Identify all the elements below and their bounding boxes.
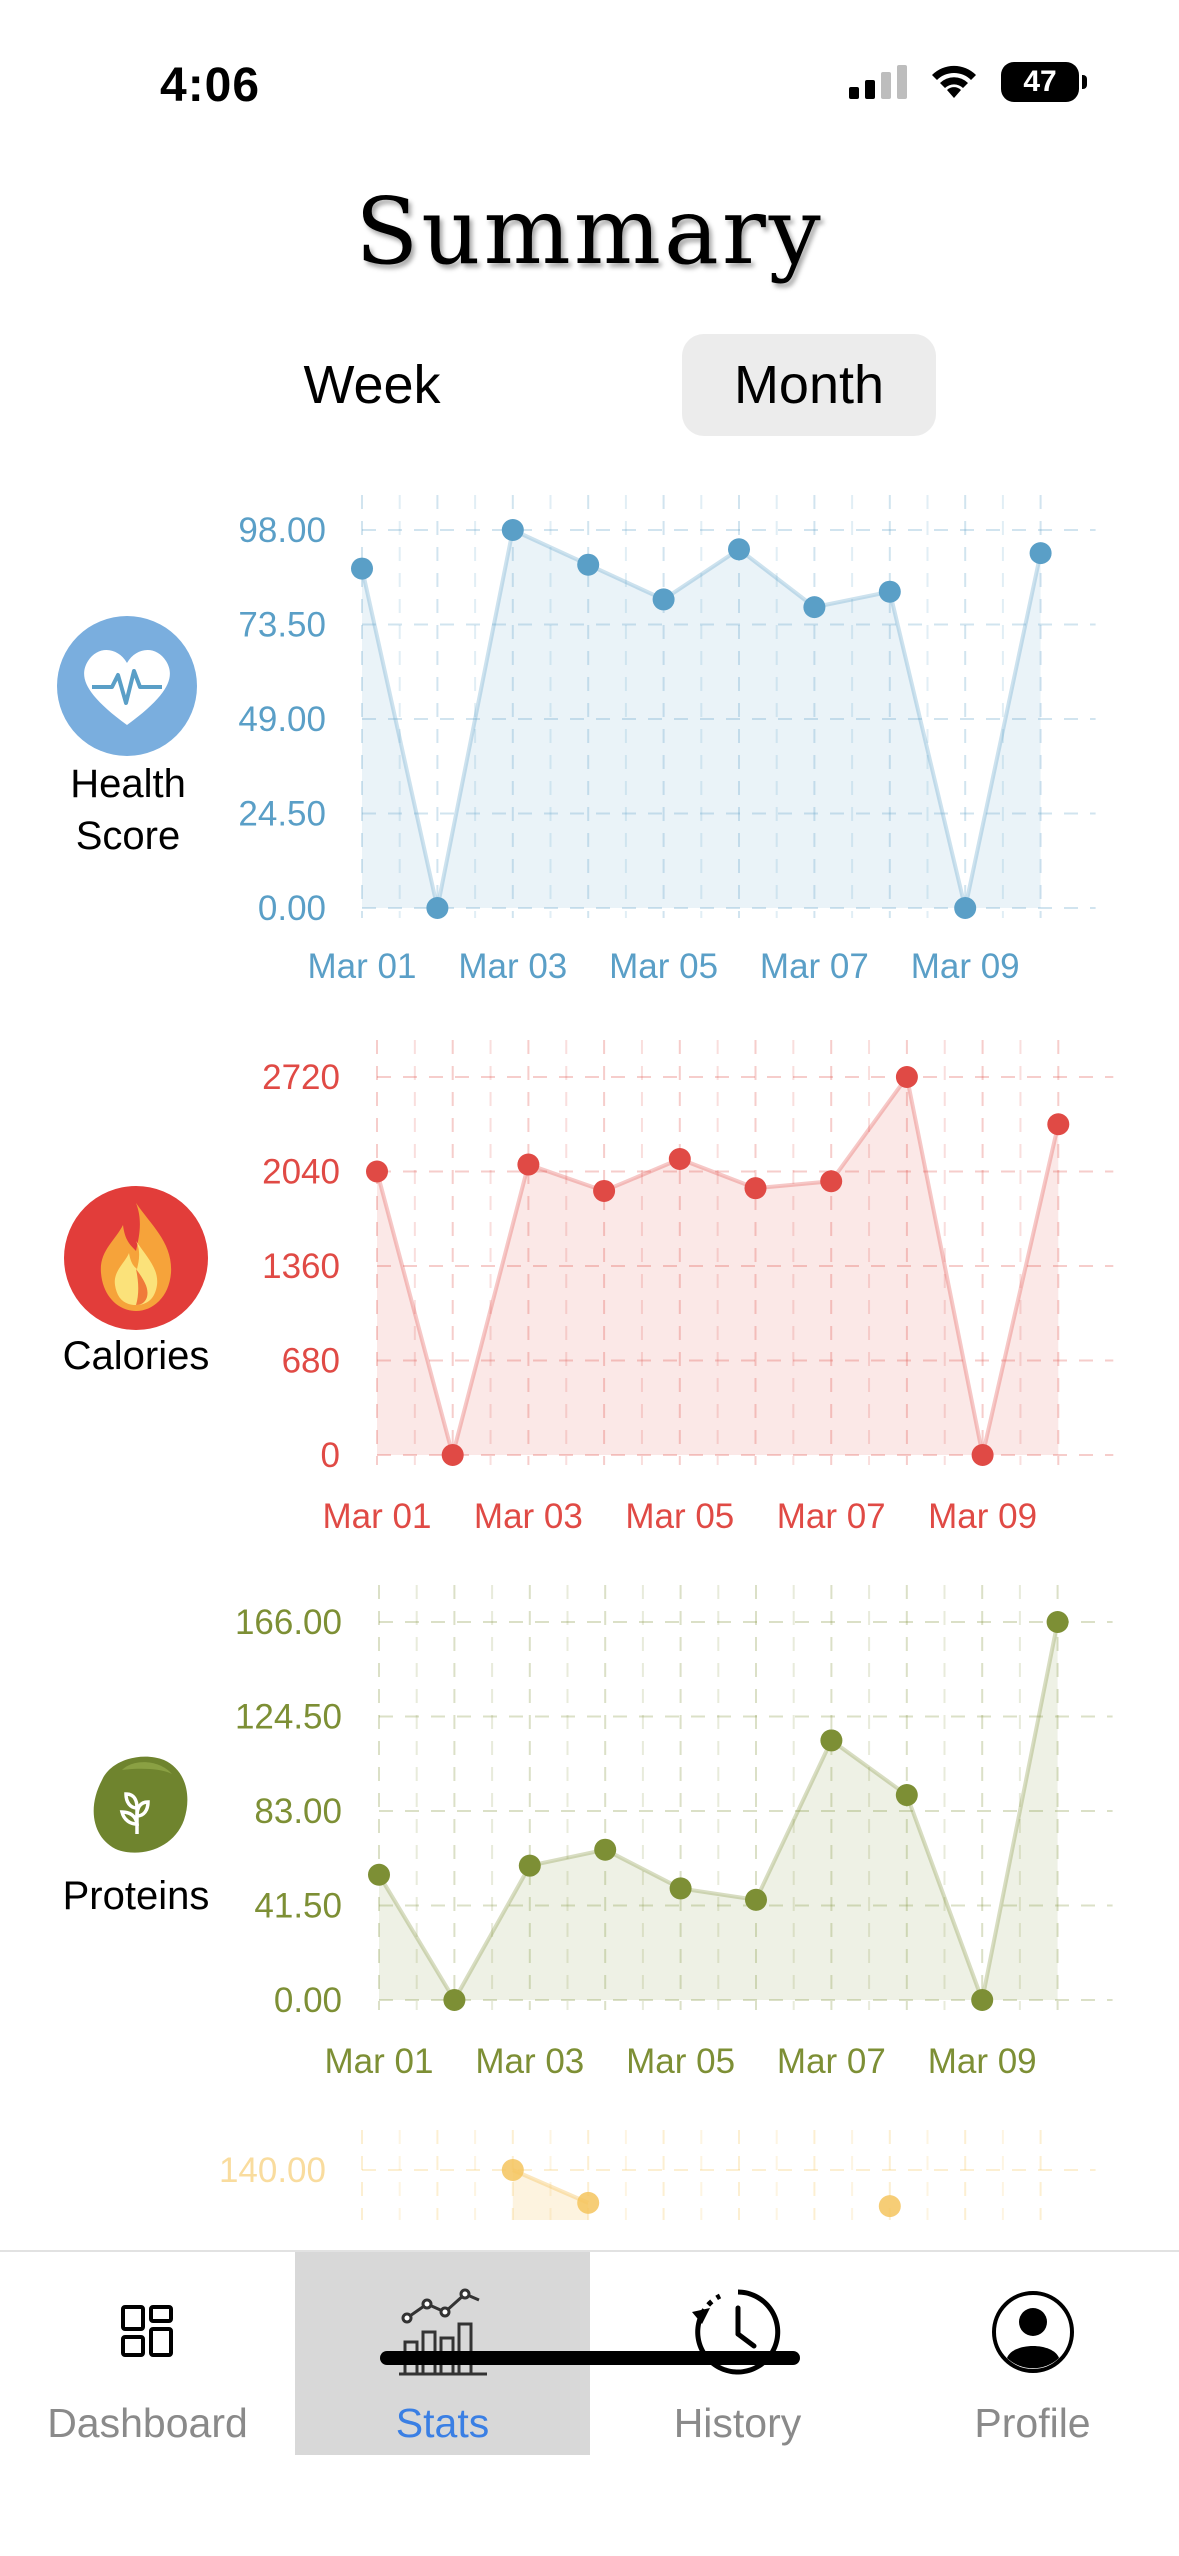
y-tick-label: 0.00 [274, 1981, 342, 2020]
week-button[interactable]: Week [246, 334, 498, 436]
y-tick-label: 2040 [262, 1153, 340, 1192]
battery-indicator: 47 [1001, 62, 1079, 102]
data-point[interactable] [1047, 1611, 1069, 1633]
x-tick-label: Mar 01 [325, 2042, 434, 2081]
data-point[interactable] [820, 1729, 842, 1751]
calories-section: Calories 0 680 1360 2040 2720 Mar 01 Mar 03 Mar… [0, 1025, 1179, 1555]
partial-chart[interactable]: 140.00 [0, 2115, 1179, 2220]
status-icons: 47 [849, 62, 1079, 102]
tab-history-label: History [674, 2400, 802, 2447]
data-point[interactable] [745, 1177, 767, 1199]
data-point[interactable] [366, 1161, 388, 1183]
data-point[interactable] [879, 2195, 901, 2217]
x-tick-label: Mar 03 [458, 947, 567, 986]
signal-icon [849, 65, 907, 99]
y-tick-label: 680 [282, 1342, 340, 1381]
x-tick-label: Mar 05 [625, 1497, 734, 1536]
proteins-chart[interactable]: 0.00 41.50 83.00 124.50 166.00 Mar 01 Mar 03 Ma… [0, 1570, 1179, 2100]
data-point[interactable] [443, 1989, 465, 2011]
data-point[interactable] [972, 1444, 994, 1466]
data-point[interactable] [594, 1839, 616, 1861]
data-point[interactable] [803, 596, 825, 618]
status-bar: 4:06 47 [0, 0, 1179, 150]
y-tick-label: 73.50 [238, 606, 326, 645]
battery-level: 47 [1023, 65, 1056, 99]
data-point[interactable] [577, 554, 599, 576]
calories-chart[interactable]: 0 680 1360 2040 2720 Mar 01 Mar 03 Mar 05 Mar 07… [0, 1025, 1179, 1555]
y-tick-label: 98.00 [238, 511, 326, 550]
x-tick-label: Mar 03 [475, 2042, 584, 2081]
x-tick-label: Mar 01 [308, 947, 417, 986]
y-tick-label: 49.00 [238, 700, 326, 739]
clock-history-icon [688, 2282, 788, 2382]
data-point[interactable] [593, 1180, 615, 1202]
tab-profile[interactable]: Profile [885, 2252, 1179, 2455]
data-point[interactable] [745, 1889, 767, 1911]
health-score-section: Health Score 0.00 24.50 49.00 73.50 98.00 Mar… [0, 480, 1179, 1000]
data-point[interactable] [954, 897, 976, 919]
page-title: Summary [0, 178, 1179, 285]
y-tick-label: 1360 [262, 1247, 340, 1286]
data-point[interactable] [1030, 542, 1052, 564]
tab-dashboard-label: Dashboard [47, 2400, 248, 2447]
y-tick-label: 41.50 [254, 1887, 342, 1926]
chart-icon [393, 2282, 493, 2382]
data-point[interactable] [653, 588, 675, 610]
data-point[interactable] [669, 1148, 691, 1170]
series-area [513, 2170, 588, 2220]
data-point[interactable] [426, 897, 448, 919]
y-tick-label: 166.00 [235, 1603, 342, 1642]
x-tick-label: Mar 05 [626, 2042, 735, 2081]
tab-bar: Dashboard Stats [0, 2250, 1179, 2556]
data-point[interactable] [879, 581, 901, 603]
data-point[interactable] [351, 558, 373, 580]
x-tick-label: Mar 03 [474, 1497, 583, 1536]
data-point[interactable] [971, 1989, 993, 2011]
data-point[interactable] [896, 1066, 918, 1088]
wifi-icon [929, 64, 979, 100]
data-point[interactable] [670, 1877, 692, 1899]
person-icon [983, 2282, 1083, 2382]
y-tick-label: 124.50 [235, 1698, 342, 1737]
y-tick-label: 140.00 [219, 2151, 326, 2190]
tab-stats-label: Stats [396, 2400, 489, 2447]
x-tick-label: Mar 01 [323, 1497, 432, 1536]
data-point[interactable] [577, 2192, 599, 2214]
y-tick-label: 83.00 [254, 1792, 342, 1831]
y-tick-label: 24.50 [238, 795, 326, 834]
data-point[interactable] [502, 2159, 524, 2181]
tab-dashboard[interactable]: Dashboard [0, 2252, 295, 2455]
status-time: 4:06 [160, 58, 260, 113]
data-point[interactable] [442, 1444, 464, 1466]
data-point[interactable] [368, 1864, 390, 1886]
y-tick-label: 0 [321, 1436, 340, 1475]
data-point[interactable] [517, 1154, 539, 1176]
home-indicator [380, 2351, 800, 2365]
x-tick-label: Mar 07 [777, 2042, 886, 2081]
data-point[interactable] [502, 519, 524, 541]
x-tick-label: Mar 09 [911, 947, 1020, 986]
tab-profile-label: Profile [974, 2400, 1090, 2447]
proteins-section: Proteins 0.00 41.50 83.00 124.50 166.00 Mar 0… [0, 1570, 1179, 2100]
x-tick-label: Mar 07 [777, 1497, 886, 1536]
data-point[interactable] [896, 1784, 918, 1806]
health-score-chart[interactable]: 0.00 24.50 49.00 73.50 98.00 Mar 01 Mar 03 Mar … [0, 480, 1179, 1000]
data-point[interactable] [519, 1855, 541, 1877]
y-tick-label: 2720 [262, 1058, 340, 1097]
x-tick-label: Mar 09 [928, 1497, 1037, 1536]
partial-chart-section: 140.00 [0, 2115, 1179, 2220]
period-toggle: Week Month [0, 334, 1179, 436]
grid-icon [98, 2282, 198, 2382]
x-tick-label: Mar 05 [609, 947, 718, 986]
y-tick-label: 0.00 [258, 889, 326, 928]
data-point[interactable] [728, 538, 750, 560]
data-point[interactable] [820, 1170, 842, 1192]
month-button[interactable]: Month [682, 334, 936, 436]
x-tick-label: Mar 09 [928, 2042, 1037, 2081]
x-tick-label: Mar 07 [760, 947, 869, 986]
data-point[interactable] [1047, 1113, 1069, 1135]
